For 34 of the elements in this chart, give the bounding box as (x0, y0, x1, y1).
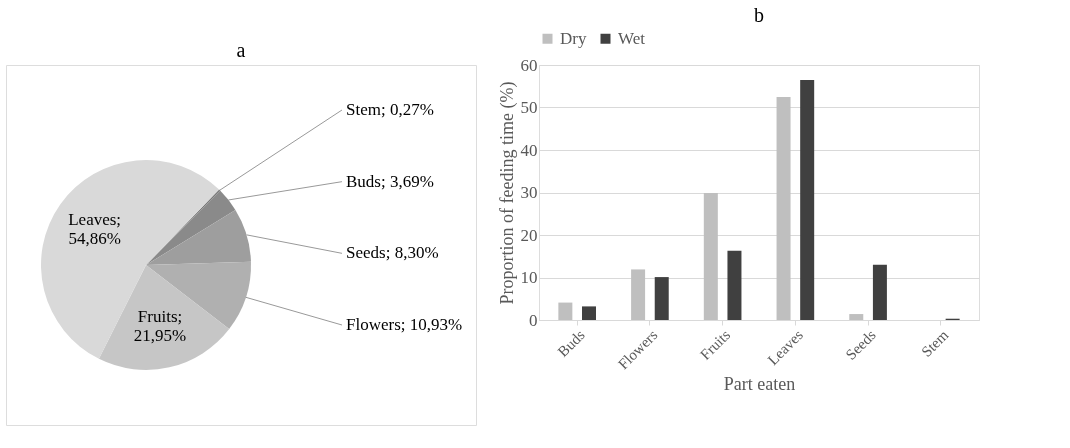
slice-label: Seeds; 8,30% (346, 243, 439, 263)
slice-label: Buds; 3,69% (346, 171, 434, 191)
y-tick-label: 20 (520, 225, 538, 245)
pie-slice (41, 160, 220, 359)
bar (727, 250, 742, 320)
bar (631, 269, 646, 320)
slice-label: Stem; 0,27% (346, 100, 434, 119)
bar (703, 192, 718, 320)
y-tick-label: 50 (520, 98, 538, 117)
slice-label: Fruits; 21,95% (133, 307, 187, 346)
bar (776, 96, 791, 320)
legend-label: Dry (560, 28, 587, 48)
slice-label: Flowers; 10,93% (346, 315, 463, 334)
chart-title: a (236, 39, 246, 61)
x-tick-label: Stem (918, 326, 952, 360)
y-tick-label: 60 (520, 55, 538, 75)
bar (654, 277, 669, 320)
y-tick-label: 40 (520, 140, 538, 160)
slice-label: Leaves; 54,86% (68, 209, 122, 248)
x-tick-label: Buds (554, 326, 588, 360)
y-axis-title: Proportion of feeding time (%) (496, 81, 518, 305)
pie-slice (146, 190, 236, 265)
y-tick-label: 30 (520, 183, 538, 202)
bar (800, 79, 815, 320)
y-tick-label: 0 (529, 310, 538, 330)
x-axis-title: Part eaten (723, 374, 796, 395)
bar (849, 314, 864, 320)
bar (872, 264, 887, 320)
chart-title: b (754, 4, 764, 26)
bar (558, 302, 573, 320)
legend-label: Wet (618, 28, 646, 48)
bar (582, 306, 596, 320)
pie-slice (98, 265, 230, 370)
y-tick-label: 10 (520, 268, 538, 287)
